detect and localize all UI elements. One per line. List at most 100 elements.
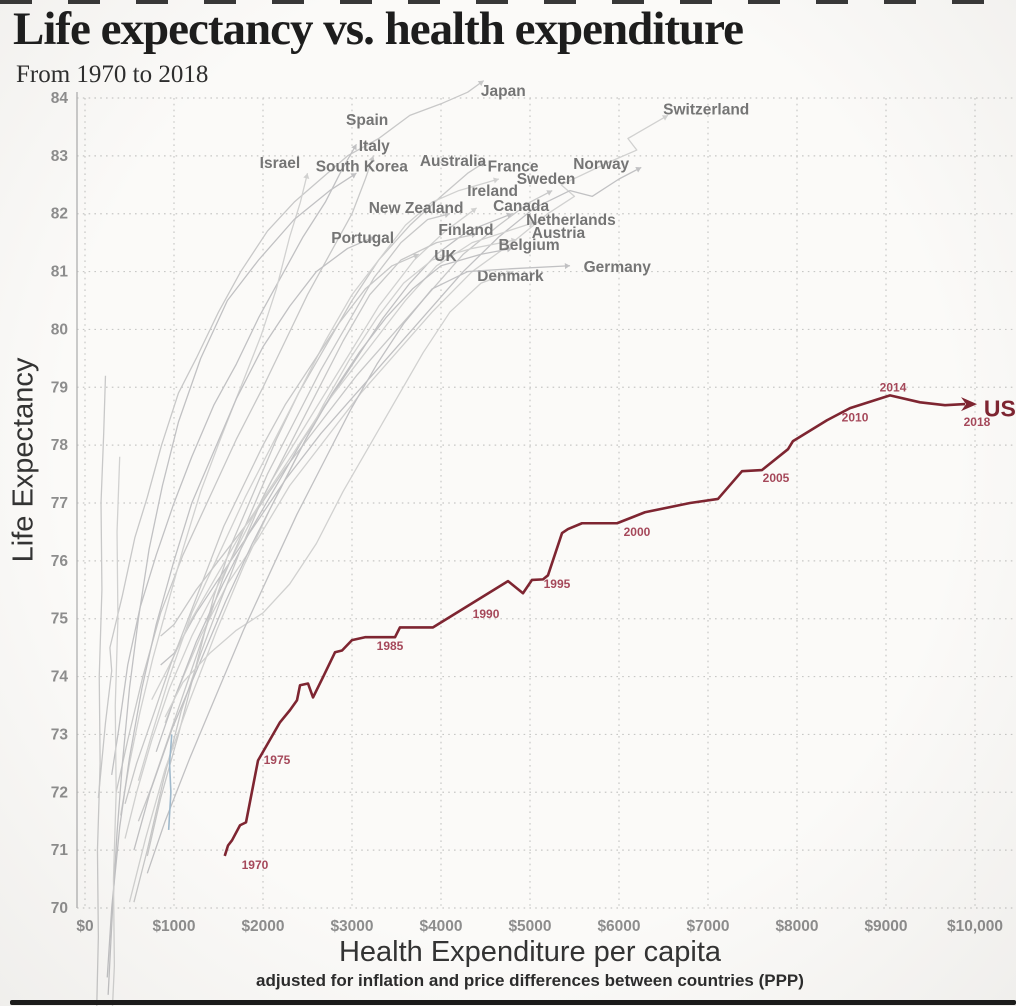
year-annotation: 1990 — [473, 607, 500, 621]
country-label: Netherlands — [526, 212, 616, 229]
country-line — [119, 173, 309, 816]
country-line — [97, 80, 485, 799]
x-axis-subtitle: adjusted for inflation and price differe… — [256, 971, 804, 990]
y-tick-label: 81 — [51, 264, 69, 281]
country-line — [111, 456, 121, 1006]
year-annotation: 2018 — [964, 415, 991, 429]
country-line — [124, 253, 420, 805]
y-axis-title: Life Expectancy — [7, 357, 40, 563]
y-tick-label: 74 — [51, 669, 69, 686]
line-end-arrow-icon — [506, 270, 513, 277]
country-line — [128, 239, 517, 903]
year-annotation: 2005 — [763, 471, 790, 485]
x-tick-label: $5000 — [508, 918, 551, 935]
year-annotation: 1995 — [544, 577, 571, 591]
year-annotation: 2010 — [842, 410, 869, 424]
line-end-arrow-icon — [351, 144, 357, 151]
y-tick-label: 73 — [51, 726, 69, 743]
year-annotation: 1970 — [242, 858, 269, 872]
line-end-arrow-icon — [368, 155, 375, 162]
country-line — [146, 161, 486, 857]
line-end-arrow-icon — [493, 177, 499, 184]
country-line — [137, 178, 500, 781]
country-label: France — [488, 158, 539, 175]
chart-title: Life expectancy vs. health expenditure — [13, 3, 744, 55]
country-label: Sweden — [517, 171, 576, 188]
y-tick-label: 70 — [51, 900, 68, 917]
x-tick-label: $2000 — [241, 918, 284, 935]
x-tick-label: $8000 — [775, 918, 818, 935]
line-end-arrow-icon — [506, 212, 513, 219]
country-label: Australia — [420, 153, 487, 170]
x-tick-label: $4000 — [419, 918, 462, 935]
country-line — [160, 189, 553, 637]
country-label: Italy — [359, 138, 390, 155]
country-line — [96, 375, 107, 1006]
country-label: Portugal — [331, 230, 394, 247]
country-label: Spain — [346, 112, 388, 129]
year-annotation: 2014 — [880, 380, 907, 394]
photo-edge-top-decoration — [0, 0, 1016, 4]
y-tick-label: 80 — [51, 321, 68, 338]
usa-arrow-icon — [961, 397, 978, 412]
country-label: South Korea — [316, 158, 409, 175]
x-tick-label: $0 — [76, 918, 93, 935]
country-line — [106, 236, 375, 978]
photo-edge-bottom-decoration — [10, 1000, 1016, 1005]
x-tick-label: $1000 — [152, 918, 195, 935]
line-end-arrow-icon — [444, 212, 450, 219]
y-tick-label: 71 — [51, 842, 69, 859]
country-label: Austria — [532, 225, 586, 242]
country-line — [160, 166, 642, 666]
line-end-arrow-icon — [470, 207, 477, 214]
usa-label: USA — [984, 395, 1016, 421]
country-label: Switzerland — [663, 102, 749, 119]
country-line — [155, 213, 513, 752]
year-annotation: 1985 — [377, 639, 404, 653]
line-end-arrow-icon — [564, 262, 571, 270]
country-label: Denmark — [477, 268, 544, 285]
country-label: Norway — [573, 156, 629, 173]
y-tick-label: 79 — [51, 379, 69, 396]
country-line — [115, 155, 374, 793]
x-tick-label: $7000 — [686, 918, 729, 935]
x-axis-title: Health Expenditure per capita — [338, 936, 722, 968]
year-annotation: 2000 — [624, 525, 651, 539]
usa-line — [223, 394, 966, 857]
line-end-arrow-icon — [635, 167, 642, 173]
country-line — [111, 143, 358, 776]
line-end-arrow-icon — [506, 246, 513, 253]
y-tick-label: 78 — [51, 437, 69, 454]
line-end-arrow-icon — [511, 237, 517, 244]
country-label: Ireland — [467, 183, 518, 200]
y-tick-label: 75 — [51, 611, 69, 628]
y-tick-label: 77 — [51, 495, 68, 512]
x-tick-label: $9000 — [864, 918, 907, 935]
country-label: Canada — [493, 198, 549, 215]
x-tick-label: $10,000 — [947, 918, 1003, 935]
year-annotation: 1975 — [264, 753, 291, 767]
line-end-arrow-icon — [303, 173, 310, 179]
country-label: Belgium — [499, 237, 560, 254]
y-tick-label: 83 — [51, 148, 69, 165]
country-line — [107, 172, 357, 995]
y-tick-label: 72 — [51, 784, 68, 801]
y-tick-label: 82 — [51, 206, 68, 223]
y-tick-label: 76 — [51, 553, 69, 570]
country-label: New Zealand — [369, 200, 464, 217]
country-line — [124, 207, 477, 839]
country-line — [137, 213, 451, 822]
country-label: Germany — [584, 259, 652, 276]
line-end-arrow-icon — [479, 161, 486, 168]
country-label: Finland — [438, 222, 493, 239]
line-end-arrow-icon — [368, 236, 375, 242]
line-end-arrow-icon — [412, 253, 419, 260]
x-tick-label: $6000 — [597, 918, 640, 935]
line-end-arrow-icon — [528, 221, 535, 227]
line-end-arrow-icon — [546, 190, 553, 196]
x-tick-label: $3000 — [330, 918, 373, 935]
accent-line — [167, 734, 173, 830]
country-label: Japan — [481, 83, 526, 100]
